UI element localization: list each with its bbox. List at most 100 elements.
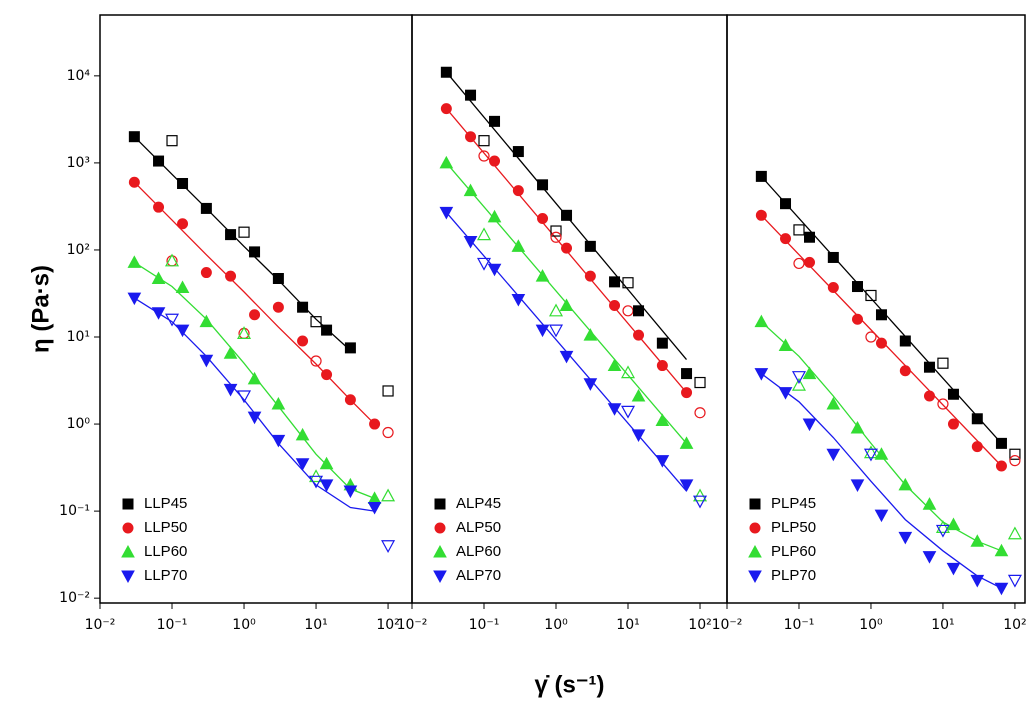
data-point bbox=[367, 491, 382, 504]
legend-label: ALP60 bbox=[456, 543, 501, 560]
data-point bbox=[511, 239, 526, 252]
data-point bbox=[200, 267, 212, 279]
legend-label: PLP60 bbox=[771, 543, 816, 560]
data-point bbox=[755, 209, 767, 221]
data-point bbox=[584, 240, 596, 252]
open-point bbox=[693, 495, 708, 509]
open-point bbox=[1007, 526, 1022, 540]
data-point bbox=[995, 460, 1007, 472]
panel-frame bbox=[726, 14, 1026, 604]
data-point bbox=[922, 551, 937, 564]
open-point bbox=[476, 227, 492, 241]
data-point bbox=[971, 413, 983, 425]
data-point bbox=[679, 479, 694, 492]
data-point bbox=[321, 324, 333, 336]
data-point bbox=[175, 324, 190, 338]
data-point bbox=[802, 418, 817, 432]
legend-marker bbox=[749, 522, 761, 534]
x-tick-label: 10⁻¹ bbox=[784, 617, 815, 633]
legend-marker bbox=[748, 544, 762, 558]
data-point bbox=[153, 201, 165, 213]
legend-marker bbox=[749, 498, 761, 510]
data-point bbox=[440, 103, 452, 115]
data-point bbox=[321, 369, 333, 381]
x-tick-label: 10⁻² bbox=[712, 617, 743, 633]
open-point bbox=[935, 520, 950, 534]
data-point bbox=[898, 531, 913, 545]
x-tick-label: 10⁻² bbox=[397, 617, 428, 633]
data-point bbox=[127, 292, 142, 306]
data-point bbox=[899, 335, 911, 347]
data-point bbox=[247, 411, 262, 425]
fit-line bbox=[760, 373, 1002, 589]
data-point bbox=[995, 437, 1007, 449]
open-point bbox=[793, 224, 805, 236]
legend-marker bbox=[122, 498, 134, 510]
x-tick-label: 10² bbox=[376, 617, 399, 633]
data-point bbox=[151, 307, 166, 320]
data-point bbox=[778, 387, 793, 400]
data-point bbox=[561, 242, 573, 254]
open-point bbox=[382, 385, 394, 397]
data-point bbox=[874, 447, 889, 460]
y-tick-label: 10² bbox=[67, 242, 90, 258]
data-point bbox=[655, 455, 670, 468]
data-point bbox=[755, 170, 767, 182]
legend-marker bbox=[121, 570, 135, 584]
data-point bbox=[947, 388, 959, 400]
x-tick-label: 10⁻¹ bbox=[157, 617, 188, 633]
open-point bbox=[548, 303, 564, 317]
data-point bbox=[343, 485, 358, 499]
data-point bbox=[994, 543, 1009, 557]
x-tick-label: 10² bbox=[1003, 617, 1026, 633]
x-tick-label: 10¹ bbox=[616, 617, 639, 633]
data-point bbox=[875, 337, 887, 349]
data-point bbox=[633, 305, 645, 317]
y-tick-label: 10⁻² bbox=[59, 590, 90, 606]
data-point bbox=[439, 155, 454, 169]
data-point bbox=[826, 448, 841, 462]
data-point bbox=[223, 346, 238, 359]
open-point bbox=[1007, 574, 1022, 588]
open-point bbox=[382, 426, 394, 439]
legend-marker bbox=[433, 570, 447, 584]
legend-marker bbox=[121, 544, 135, 558]
open-point bbox=[381, 488, 396, 502]
data-point bbox=[754, 314, 769, 328]
x-axis-title: γ̇ (s⁻¹) bbox=[534, 671, 604, 698]
legend-label: LLP70 bbox=[144, 567, 187, 584]
data-point bbox=[200, 202, 212, 214]
legend-label: ALP50 bbox=[456, 519, 501, 536]
open-point bbox=[622, 277, 634, 289]
legend-label: LLP50 bbox=[144, 519, 187, 536]
open-point bbox=[863, 445, 878, 459]
data-point bbox=[584, 270, 596, 282]
fit-line bbox=[133, 181, 376, 425]
open-point bbox=[1009, 455, 1021, 467]
data-point bbox=[609, 300, 621, 312]
open-point bbox=[165, 253, 180, 267]
data-point bbox=[249, 246, 261, 258]
legend-label: PLP50 bbox=[771, 519, 816, 536]
data-point bbox=[754, 368, 769, 381]
data-point bbox=[249, 309, 261, 321]
open-point bbox=[238, 226, 250, 238]
legend-marker bbox=[122, 522, 134, 534]
data-point bbox=[633, 329, 645, 341]
data-point bbox=[607, 403, 622, 416]
open-point bbox=[863, 448, 878, 462]
data-point bbox=[128, 131, 140, 143]
data-point bbox=[899, 365, 911, 377]
data-point bbox=[319, 479, 334, 492]
data-point bbox=[177, 177, 189, 189]
x-tick-label: 10⁻² bbox=[85, 617, 116, 633]
data-point bbox=[127, 255, 142, 268]
data-point bbox=[489, 115, 501, 127]
data-point bbox=[344, 342, 356, 354]
open-point bbox=[935, 524, 950, 538]
legend-label: LLP45 bbox=[144, 495, 187, 512]
data-point bbox=[199, 354, 214, 368]
data-point bbox=[804, 256, 816, 268]
data-point bbox=[271, 434, 286, 448]
data-point bbox=[778, 338, 793, 351]
